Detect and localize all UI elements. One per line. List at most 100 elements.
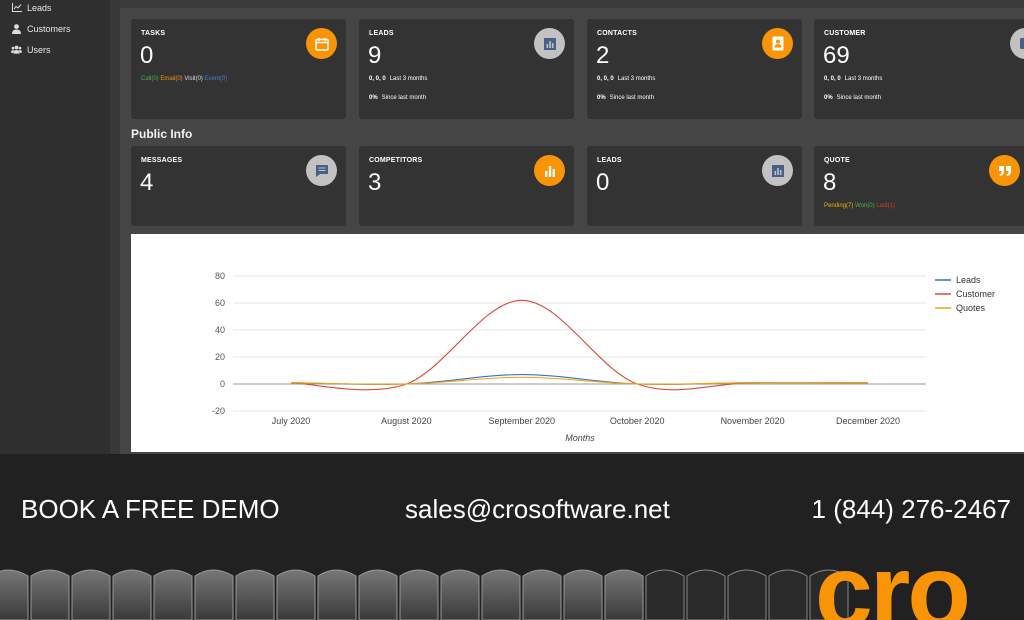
restroom-unit-shape	[768, 569, 808, 620]
calendar-icon	[306, 28, 337, 59]
footer-banner: BOOK A FREE DEMO sales@crosoftware.net 1…	[0, 454, 1024, 620]
y-tick-label: 20	[215, 352, 225, 362]
task-count-event: Event(0)	[204, 76, 228, 82]
restroom-unit-shape	[194, 569, 234, 620]
cro-logo: cro	[815, 554, 1024, 620]
restroom-unit-shape	[235, 569, 275, 620]
trend-text: Last 3 months	[844, 76, 883, 82]
contact-book-icon	[762, 28, 793, 59]
card-value: 69	[823, 42, 850, 69]
card-label: LEADS	[369, 30, 394, 37]
logo-text: cro	[815, 554, 971, 620]
wallet-icon	[1010, 28, 1024, 59]
x-tick-label: December 2020	[836, 416, 900, 426]
legend-label: Customer	[956, 289, 995, 299]
sidebar-item-users[interactable]: Users	[0, 39, 110, 60]
y-tick-label: 80	[215, 271, 225, 281]
card-quote[interactable]: QUOTE 8 Pending(7) Won(0) Lost(1)	[814, 146, 1024, 226]
card-value: 0	[596, 169, 610, 196]
x-tick-label: October 2020	[610, 416, 665, 426]
phone-number-link[interactable]: 1 (844) 276-2467	[811, 494, 1011, 524]
x-tick-label: August 2020	[381, 416, 432, 426]
series-line-quotes	[290, 376, 869, 385]
card-customer[interactable]: CUSTOMER 69 0, 0, 0 Last 3 months 0% Since…	[814, 19, 1024, 119]
card-label: LEADS	[597, 157, 622, 164]
chart-panel: 80 60 40 20 0 -20 July 2020 August 2020 Septembe…	[131, 234, 1024, 452]
restroom-unit-shape	[358, 569, 398, 620]
x-tick-label: July 2020	[272, 416, 311, 426]
bar-chart-icon	[762, 155, 793, 186]
restroom-unit-shape	[604, 569, 644, 620]
header-bar	[120, 0, 1024, 8]
sidebar-item-leads[interactable]: Leads	[0, 0, 110, 18]
sidebar-item-label: Leads	[27, 2, 52, 13]
sidebar-item-label: Customers	[27, 23, 71, 34]
restroom-unit-shape	[0, 569, 29, 620]
y-tick-label: 40	[215, 325, 225, 335]
restroom-unit-shape	[440, 569, 480, 620]
sales-email-link[interactable]: sales@crosoftware.net	[405, 494, 670, 524]
trend-text: Since last month	[609, 95, 655, 101]
sidebar-divider	[110, 0, 120, 454]
task-count-email: Email(0)	[160, 76, 183, 82]
card-leads[interactable]: LEADS 9 0, 0, 0 Last 3 months 0% Since las…	[359, 19, 574, 119]
card-value: 9	[368, 42, 382, 69]
series-line-customer	[290, 299, 869, 391]
sidebar: Leads Customers Users	[0, 0, 110, 454]
card-value: 3	[368, 169, 382, 196]
card-trend-3-months: 0, 0, 0 Last 3 months	[369, 76, 427, 82]
user-icon	[11, 23, 22, 34]
quote-counts: Pending(7) Won(0) Lost(1)	[824, 203, 895, 209]
x-tick-label: September 2020	[489, 416, 556, 426]
card-label: TASKS	[141, 30, 166, 37]
quote-icon	[989, 155, 1020, 186]
card-trend-3-months: 0, 0, 0 Last 3 months	[597, 76, 655, 82]
restroom-unit-shape	[563, 569, 603, 620]
card-label: MESSAGES	[141, 157, 183, 164]
message-icon	[306, 155, 337, 186]
card-trend-last-month: 0% Since last month	[369, 95, 426, 101]
sidebar-item-customers[interactable]: Customers	[0, 18, 110, 39]
restroom-unit-shape	[399, 569, 439, 620]
card-label: COMPETITORS	[369, 157, 423, 164]
trend-values: 0, 0, 0	[369, 76, 386, 82]
legend-label: Leads	[956, 275, 981, 285]
restroom-unit-shape	[71, 569, 111, 620]
book-demo-link[interactable]: BOOK A FREE DEMO	[21, 494, 280, 524]
trend-text: Last 3 months	[389, 76, 428, 82]
task-count-call: Call(0)	[141, 76, 159, 82]
trend-text: Last 3 months	[617, 76, 656, 82]
restroom-unit-shape	[153, 569, 193, 620]
card-label: QUOTE	[824, 157, 850, 164]
y-tick-label: 60	[215, 298, 225, 308]
trend-percent: 0%	[824, 95, 833, 101]
card-trend-last-month: 0% Since last month	[597, 95, 654, 101]
task-count-visit: Visit(0)	[184, 76, 203, 82]
restroom-unit-shape	[645, 569, 685, 620]
restroom-unit-shape	[317, 569, 357, 620]
card-tasks[interactable]: TASKS 0 Call(0) Email(0) Visit(0) Event(…	[131, 19, 346, 119]
section-title-public-info: Public Info	[131, 127, 193, 141]
card-leads-public[interactable]: LEADS 0	[587, 146, 802, 226]
card-label: CUSTOMER	[824, 30, 866, 37]
users-icon	[11, 44, 22, 55]
trend-values: 0, 0, 0	[824, 76, 841, 82]
card-contacts[interactable]: CONTACTS 2 0, 0, 0 Last 3 months 0% Since …	[587, 19, 802, 119]
trend-text: Since last month	[836, 95, 882, 101]
task-counts: Call(0) Email(0) Visit(0) Event(0)	[141, 76, 227, 82]
restroom-unit-shape	[30, 569, 70, 620]
quote-count-won: Won(0)	[855, 203, 875, 209]
trend-text: Since last month	[381, 95, 427, 101]
x-axis-label: Months	[565, 433, 595, 443]
card-competitors[interactable]: COMPETITORS 3	[359, 146, 574, 226]
x-tick-label: November 2020	[721, 416, 785, 426]
card-messages[interactable]: MESSAGES 4	[131, 146, 346, 226]
trend-values: 0, 0, 0	[597, 76, 614, 82]
bar-chart-icon	[534, 155, 565, 186]
restroom-unit-shape	[276, 569, 316, 620]
restroom-units-photo	[0, 562, 1024, 620]
restroom-unit-shape	[481, 569, 521, 620]
chart-line-icon	[11, 2, 22, 13]
trend-percent: 0%	[369, 95, 378, 101]
